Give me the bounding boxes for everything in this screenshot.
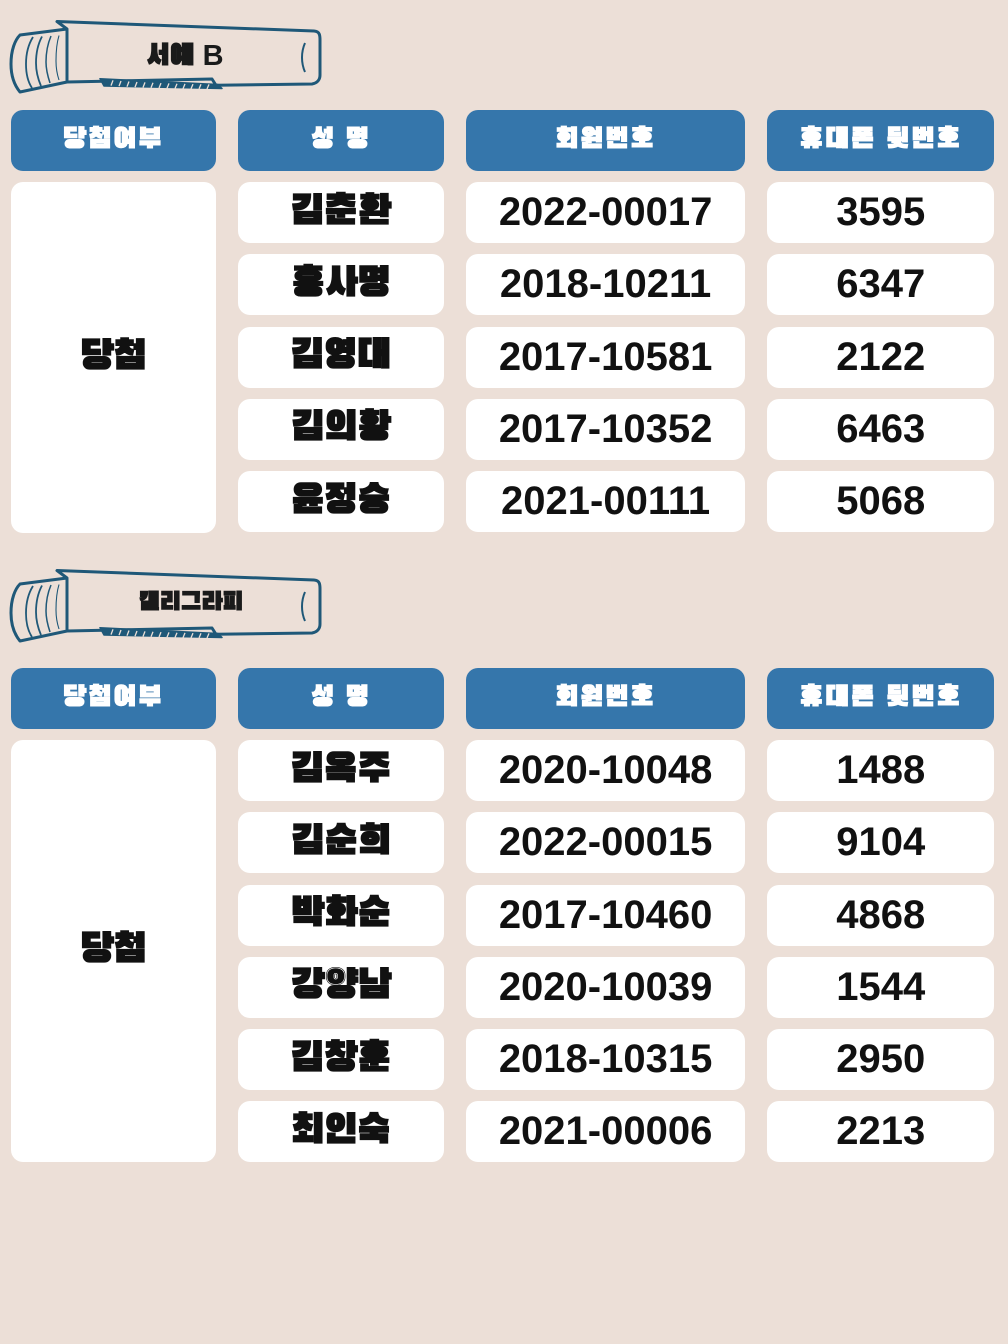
- svg-text:캘리그라피: 캘리그라피: [139, 588, 243, 616]
- svg-text:서예 B: 서예 B: [146, 40, 223, 72]
